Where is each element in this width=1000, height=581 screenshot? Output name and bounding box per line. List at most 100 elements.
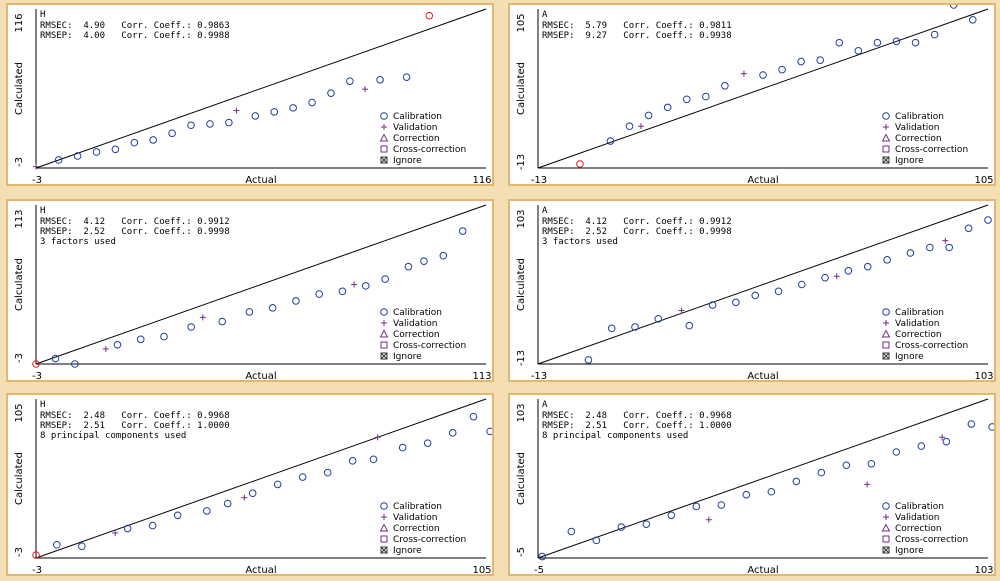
calibration-point	[792, 477, 801, 486]
identity-line	[537, 8, 989, 169]
calibration-point	[268, 304, 277, 312]
x-tick-label-max: 103	[974, 565, 993, 574]
validation-point	[233, 107, 240, 114]
calibration-point	[206, 120, 214, 128]
legend-item: Validation	[883, 319, 939, 329]
calibration-point	[292, 297, 300, 305]
chart-title: A	[542, 400, 548, 410]
validation-point	[199, 314, 206, 321]
legend-marker-crossed-square	[380, 156, 388, 164]
calibration-point	[168, 129, 176, 138]
calibration-point	[774, 287, 783, 296]
legend-item: Calibration	[882, 112, 944, 122]
x-tick-label-min: -3	[32, 371, 42, 380]
calibration-point	[817, 468, 826, 477]
validation-point	[351, 281, 358, 288]
calibration-point	[778, 65, 786, 74]
y-axis-label: Calculated	[14, 452, 25, 505]
legend-item: Calibration	[380, 308, 442, 318]
legend-label: Correction	[393, 330, 440, 340]
calibration-point	[717, 501, 726, 509]
legend-label: Ignore	[895, 156, 924, 166]
legend-marker-triangle	[379, 523, 389, 532]
stats-line: RMSEC: 4.12 Corr. Coeff.: 0.9912	[542, 217, 732, 227]
chart-title: A	[542, 10, 548, 20]
highlighted-point	[32, 360, 40, 368]
legend-item: Validation	[883, 123, 939, 133]
legend-item: Ignore	[882, 546, 924, 556]
calibration-point	[816, 56, 825, 65]
stats-line: RMSEC: 5.79 Corr. Coeff.: 0.9811	[542, 21, 732, 31]
stats-line: RMSEP: 9.27 Corr. Coeff.: 0.9938	[542, 31, 732, 41]
calibration-point	[402, 73, 411, 81]
calibration-point	[273, 480, 282, 489]
legend-item: Correction	[881, 329, 942, 340]
y-tick-label-min: -3	[14, 157, 25, 167]
stats-line: RMSEP: 2.52 Corr. Coeff.: 0.9998	[542, 227, 732, 237]
legend-label: Validation	[393, 319, 437, 329]
legend-label: Calibration	[895, 112, 944, 122]
legend-label: Validation	[393, 513, 437, 523]
calibration-point	[270, 108, 279, 116]
legend-label: Ignore	[393, 352, 422, 362]
calibration-point	[469, 412, 478, 421]
y-axis-label: Calculated	[14, 62, 25, 115]
calibration-point	[607, 324, 616, 333]
legend-label: Correction	[393, 134, 440, 144]
stats-line: 8 principal components used	[40, 431, 186, 441]
validation-point	[942, 237, 949, 244]
legend-item: Validation	[381, 319, 437, 329]
calibration-point	[667, 511, 676, 520]
y-tick-label-min: -3	[14, 547, 25, 557]
legend-marker-plus	[883, 514, 889, 520]
legend-label: Cross-correction	[895, 341, 968, 351]
validation-point	[33, 163, 39, 170]
calibration-point	[642, 520, 651, 528]
legend-item: Correction	[379, 133, 440, 144]
legend-item: Calibration	[882, 502, 944, 512]
legend-marker-plus	[381, 320, 387, 326]
legend-item: Cross-correction	[380, 341, 466, 351]
legend-marker-triangle	[379, 133, 389, 142]
legend-label: Cross-correction	[895, 535, 968, 545]
legend-label: Calibration	[393, 502, 442, 512]
calibration-point	[223, 499, 232, 508]
calibration-point	[721, 82, 729, 90]
calibration-point	[917, 442, 926, 450]
chart-panel-4: -13 103 -13 103 Actual Calculated A RMSEC: 4.12…	[508, 199, 996, 382]
calibration-point	[315, 290, 323, 298]
calibration-point	[967, 420, 976, 428]
calibration-point	[988, 423, 994, 431]
x-axis-label: Actual	[747, 371, 778, 380]
identity-line	[35, 8, 487, 169]
calibration-point	[821, 273, 829, 282]
calibration-point	[584, 356, 593, 364]
stats-line: RMSEC: 2.48 Corr. Coeff.: 0.9968	[542, 411, 732, 421]
validation-point	[374, 434, 381, 441]
chart-panel-1: -3 116 -3 116 Actual Calculated H RMSEC: 4.90 C…	[6, 3, 494, 186]
calibration-point	[892, 448, 901, 456]
legend-marker-plus	[883, 320, 889, 326]
chart-title: H	[40, 10, 45, 20]
calibration-point	[423, 439, 432, 447]
x-tick-label-max: 105	[974, 175, 993, 184]
calibration-point	[625, 122, 634, 131]
calibration-point	[376, 76, 384, 84]
legend-marker-plus	[381, 514, 387, 520]
identity-line	[537, 398, 989, 559]
x-tick-label-min: -13	[531, 371, 547, 380]
calibration-point	[930, 30, 939, 39]
calibration-point	[308, 98, 316, 107]
chart-title: H	[40, 400, 45, 410]
calibration-point	[187, 121, 195, 130]
legend-item: Ignore	[380, 546, 422, 556]
legend-item: Cross-correction	[380, 535, 466, 545]
validation-point	[864, 481, 871, 488]
legend-label: Validation	[895, 319, 939, 329]
calibration-point	[685, 321, 694, 330]
highlighted-point	[425, 11, 434, 20]
chart-panel-6: -5 103 -5 103 Actual Calculated A RMSEC: 2.48 C…	[508, 393, 996, 576]
legend-item: Calibration	[380, 112, 442, 122]
